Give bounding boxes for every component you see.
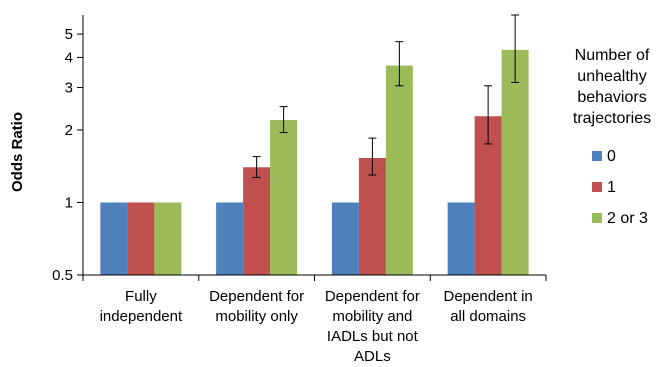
bar-series-0 bbox=[447, 202, 475, 275]
bar-series-1 bbox=[127, 202, 155, 275]
category-label-line: IADLs but not bbox=[327, 328, 419, 345]
bars bbox=[100, 49, 529, 275]
bar-series-1 bbox=[243, 167, 271, 275]
y-axis: 0.5 1 2 3 4 5 bbox=[52, 15, 84, 284]
legend-title: Number of unhealthy behaviors trajectories bbox=[573, 47, 651, 127]
category-label: Dependent in all domains bbox=[444, 288, 533, 325]
category-label-line: all domains bbox=[450, 308, 526, 325]
legend-label-0: 0 bbox=[607, 148, 616, 165]
legend-title-line: behaviors bbox=[577, 89, 646, 106]
legend-swatch-1 bbox=[592, 182, 602, 192]
category-label-line: Dependent in bbox=[444, 288, 533, 305]
legend-swatch-2 bbox=[592, 213, 602, 223]
category-label: Dependent for mobility and IADLs but not AD… bbox=[325, 288, 420, 365]
legend-title-line: trajectories bbox=[573, 110, 651, 127]
error-bars bbox=[252, 14, 520, 178]
y-tick-label: 3 bbox=[65, 80, 73, 97]
y-axis-title: Odds Ratio bbox=[9, 112, 26, 192]
legend-label-2: 2 or 3 bbox=[607, 210, 648, 227]
category-label-line: mobility only bbox=[215, 308, 298, 325]
legend: Number of unhealthy behaviors trajectories 0… bbox=[573, 47, 651, 227]
bar-series-0 bbox=[216, 202, 244, 275]
category-label-line: Dependent for bbox=[209, 288, 304, 305]
bar-series-1 bbox=[358, 157, 386, 275]
y-tick-label: 1 bbox=[65, 194, 73, 211]
category-label-line: independent bbox=[100, 308, 183, 325]
x-axis: Fully independent Dependent for mobility on… bbox=[82, 274, 547, 365]
category-label-line: Dependent for bbox=[325, 288, 420, 305]
y-tick-label: 2 bbox=[65, 122, 73, 139]
y-tick-label: 5 bbox=[65, 26, 73, 43]
y-tick-label: 4 bbox=[65, 49, 73, 66]
legend-swatch-0 bbox=[592, 151, 602, 161]
bar-series-0 bbox=[100, 202, 128, 275]
legend-title-line: unhealthy bbox=[577, 68, 646, 85]
bar-series-2 bbox=[270, 119, 298, 275]
bar-series-2 bbox=[154, 202, 182, 275]
bar-series-0 bbox=[331, 202, 359, 275]
category-label-line: Fully bbox=[125, 288, 157, 305]
legend-label-1: 1 bbox=[607, 179, 616, 196]
category-label: Fully independent bbox=[100, 288, 183, 325]
category-label-line: ADLs bbox=[354, 348, 391, 365]
bar-series-2 bbox=[501, 49, 529, 275]
bar-series-2 bbox=[385, 65, 413, 275]
category-label-line: mobility and bbox=[332, 308, 412, 325]
legend-title-line: Number of bbox=[575, 47, 650, 64]
y-tick-label: 0.5 bbox=[52, 267, 73, 284]
category-label: Dependent for mobility only bbox=[209, 288, 304, 325]
